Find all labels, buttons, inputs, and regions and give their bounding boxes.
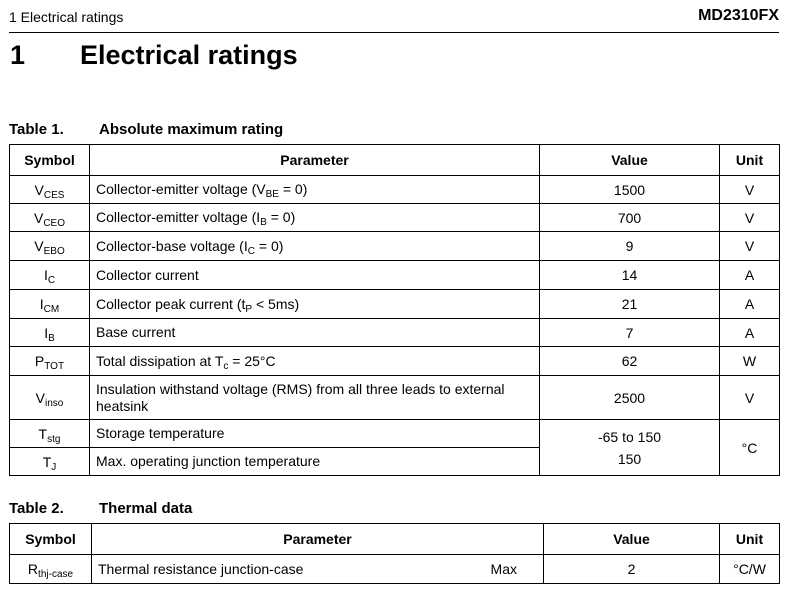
value-cell: 2500 [539, 375, 720, 420]
parameter-cell: Total dissipation at Tc = 25°C [89, 346, 540, 376]
header-parameter: Parameter [91, 523, 544, 555]
table2-caption-number: Table 2. [9, 500, 64, 517]
header-unit: Unit [719, 144, 780, 176]
header-symbol: Symbol [9, 144, 90, 176]
symbol-cell: VCEO [9, 203, 90, 232]
unit-cell: A [719, 318, 780, 347]
value-cell: 14 [539, 260, 720, 290]
unit-cell: V [719, 175, 780, 204]
absolute-maximum-rating-table: Symbol Parameter Value Unit VCES Collect… [9, 144, 780, 476]
header-parameter: Parameter [89, 144, 540, 176]
unit-cell: °C/W [719, 554, 780, 584]
unit-cell: V [719, 231, 780, 261]
max-qualifier: Max [490, 560, 517, 577]
table-row: Rthj-case Thermal resistance junction-ca… [9, 554, 780, 584]
table-row: ICM Collector peak current (tP < 5ms) 21… [9, 289, 780, 319]
table2-caption-title: Thermal data [99, 500, 193, 517]
unit-cell: W [719, 346, 780, 376]
symbol-cell: VEBO [9, 231, 90, 261]
parameter-cell: Collector current [89, 260, 540, 290]
table1-caption-title: Absolute maximum rating [99, 121, 284, 138]
value-cell: 7 [539, 318, 720, 347]
table-row: IB Base current 7 A [9, 318, 780, 347]
unit-cell: A [719, 260, 780, 290]
thermal-data-table: Symbol Parameter Value Unit Rthj-case Th… [9, 523, 780, 584]
table-row: VEBO Collector-base voltage (IC = 0) 9 V [9, 231, 780, 261]
table-header-row: Symbol Parameter Value Unit [9, 144, 780, 176]
table-row: VCES Collector-emitter voltage (VBE = 0)… [9, 175, 780, 204]
symbol-cell: PTOT [9, 346, 90, 376]
header-unit: Unit [719, 523, 780, 555]
value-cell: 1500 [539, 175, 720, 204]
unit-cell: V [719, 375, 780, 420]
value-cell: 9 [539, 231, 720, 261]
header-symbol: Symbol [9, 523, 92, 555]
table-row: PTOT Total dissipation at Tc = 25°C 62 W [9, 346, 780, 376]
table-header-row: Symbol Parameter Value Unit [9, 523, 780, 555]
parameter-cell: Collector-base voltage (IC = 0) [89, 231, 540, 261]
section-title: Electrical ratings [80, 40, 298, 70]
unit-cell: V [719, 203, 780, 232]
section-number: 1 [10, 40, 26, 70]
table-row: TJ Max. operating junction temperature [9, 447, 780, 476]
parameter-cell: Thermal resistance junction-case Max [91, 554, 544, 584]
running-header-section: 1 Electrical ratings [9, 9, 124, 25]
symbol-cell: VCES [9, 175, 90, 204]
value-cell: 21 [539, 289, 720, 319]
symbol-cell: ICM [9, 289, 90, 319]
value-cell: 700 [539, 203, 720, 232]
symbol-cell: TJ [9, 447, 90, 476]
parameter-cell: Storage temperature [89, 419, 540, 448]
table1-caption-number: Table 1. [9, 121, 64, 138]
parameter-cell: Collector-emitter voltage (VBE = 0) [89, 175, 540, 204]
symbol-cell: Vinso [9, 375, 90, 420]
value-cell: 2 [543, 554, 720, 584]
table-row: Tstg Storage temperature -65 to 150 150 °… [9, 419, 780, 476]
symbol-cell: IB [9, 318, 90, 347]
symbol-cell: Rthj-case [9, 554, 92, 584]
parameter-cell: Collector-emitter voltage (IB = 0) [89, 203, 540, 232]
table-row: IC Collector current 14 A [9, 260, 780, 290]
value-cell-merged: -65 to 150 150 [539, 419, 720, 476]
header-value: Value [543, 523, 720, 555]
parameter-cell: Collector peak current (tP < 5ms) [89, 289, 540, 319]
table-row: VCEO Collector-emitter voltage (IB = 0) … [9, 203, 780, 232]
symbol-cell: Tstg [9, 419, 90, 448]
symbol-cell: IC [9, 260, 90, 290]
unit-cell: A [719, 289, 780, 319]
unit-cell-merged: °C [719, 419, 780, 476]
header-rule [9, 32, 779, 33]
parameter-cell: Insulation withstand voltage (RMS) from … [89, 375, 540, 420]
running-header-part-number: MD2310FX [698, 7, 779, 24]
parameter-cell: Max. operating junction temperature [89, 447, 540, 476]
table-row: Vinso Insulation withstand voltage (RMS)… [9, 375, 780, 420]
parameter-cell: Base current [89, 318, 540, 347]
header-value: Value [539, 144, 720, 176]
value-cell: 62 [539, 346, 720, 376]
